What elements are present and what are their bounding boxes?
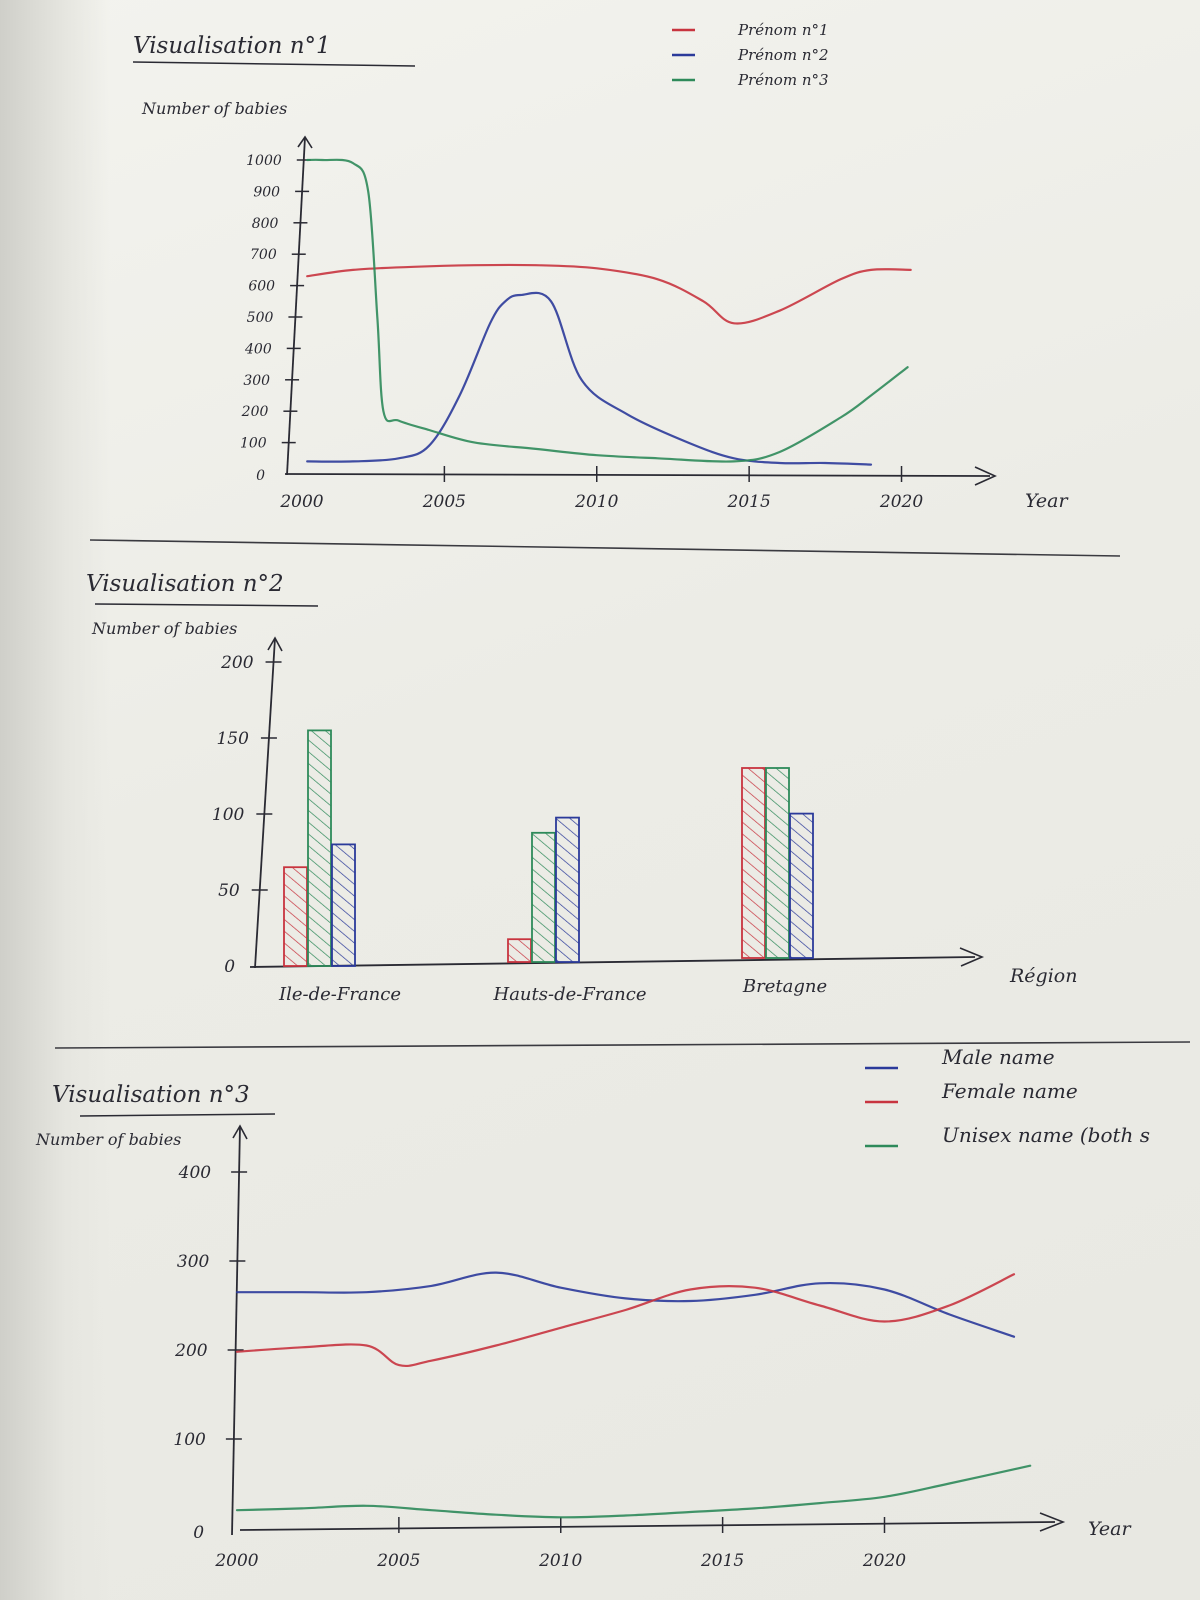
chart-2-ylabel: Number of babies bbox=[91, 619, 237, 638]
separator-2 bbox=[54, 1041, 1191, 1049]
chart-2-bar bbox=[307, 729, 332, 967]
chart-2-title: Visualisation n°2 bbox=[86, 571, 284, 597]
chart-3-y-axis bbox=[231, 1125, 241, 1536]
chart-3-series-line bbox=[235, 1464, 1032, 1519]
chart-2-y-axis bbox=[254, 637, 276, 969]
chart-3-x-arrow bbox=[1039, 1512, 1066, 1532]
chart-3-xtick-label: 2020 bbox=[862, 1551, 906, 1571]
chart-2-title-underline bbox=[94, 603, 319, 607]
chart-1-ytick-label: 500 bbox=[247, 310, 274, 326]
chart-2: Visualisation n°2 Number of babies Régio… bbox=[86, 571, 1077, 1005]
chart-2-ytick-label: 0 bbox=[224, 957, 235, 977]
chart-1-xlabel: Year bbox=[1025, 490, 1069, 512]
chart-2-ytick-label: 50 bbox=[218, 881, 240, 901]
chart-3-ytick-label: 400 bbox=[178, 1163, 212, 1183]
chart-1-ytick-label: 600 bbox=[248, 279, 275, 295]
chart-3: Visualisation n°3 Number of babies Year … bbox=[35, 1045, 1150, 1571]
separator-1 bbox=[89, 539, 1121, 557]
chart-1: Visualisation n°1 Number of babies Year … bbox=[132, 21, 1069, 512]
chart-1-ytick-label: 1000 bbox=[246, 153, 282, 169]
chart-1-series-line bbox=[306, 158, 909, 463]
chart-1-series-line bbox=[306, 291, 873, 466]
chart-1-title: Visualisation n°1 bbox=[133, 33, 331, 59]
chart-3-legend-label: Female name bbox=[941, 1079, 1078, 1103]
chart-2-bar bbox=[789, 812, 814, 959]
chart-2-bar bbox=[741, 767, 766, 959]
chart-3-series-line bbox=[235, 1271, 1016, 1338]
chart-1-y-axis bbox=[286, 136, 306, 476]
chart-1-series-line bbox=[306, 263, 912, 325]
chart-3-xlabel: Year bbox=[1088, 1518, 1132, 1540]
chart-3-xtick-label: 2010 bbox=[538, 1551, 582, 1571]
chart-1-title-underline bbox=[132, 61, 416, 67]
chart-2-category-label: Hauts-de-France bbox=[493, 984, 647, 1005]
chart-1-ytick-label: 400 bbox=[244, 341, 272, 357]
chart-3-xtick-label: 2005 bbox=[376, 1551, 420, 1571]
chart-3-series-line bbox=[235, 1273, 1016, 1368]
chart-2-ytick-label: 150 bbox=[216, 729, 249, 749]
chart-2-x-axis bbox=[249, 956, 976, 968]
chart-2-ytick-label: 200 bbox=[220, 653, 254, 673]
chart-1-ytick-label: 0 bbox=[256, 468, 265, 484]
chart-1-ytick-label: 900 bbox=[253, 184, 280, 200]
chart-1-ytick-label: 100 bbox=[240, 436, 267, 452]
chart-2-bar bbox=[765, 767, 790, 959]
chart-1-ytick-label: 800 bbox=[252, 216, 279, 232]
chart-2-category-label: Bretagne bbox=[742, 976, 827, 997]
chart-2-y-arrow bbox=[267, 636, 283, 652]
chart-3-xtick-label: 2015 bbox=[700, 1551, 744, 1571]
chart-1-x-arrow bbox=[974, 466, 997, 486]
chart-1-xtick-label: 2020 bbox=[879, 492, 923, 512]
chart-2-bar bbox=[507, 938, 532, 963]
chart-3-legend-label: Male name bbox=[941, 1045, 1055, 1069]
chart-1-xtick-label: 2000 bbox=[279, 492, 323, 512]
chart-3-xtick-label: 2000 bbox=[214, 1551, 258, 1571]
chart-1-legend-label: Prénom n°2 bbox=[737, 46, 829, 64]
chart-2-bar bbox=[331, 843, 356, 967]
chart-2-bar bbox=[283, 866, 308, 967]
chart-3-legend-label: Unisex name (both s bbox=[942, 1123, 1150, 1147]
chart-1-y-arrow bbox=[297, 135, 313, 149]
chart-3-ytick-label: 300 bbox=[177, 1252, 210, 1272]
chart-1-legend-label: Prénom n°3 bbox=[737, 71, 829, 89]
chart-1-ytick-label: 200 bbox=[241, 404, 269, 420]
chart-1-x-axis bbox=[284, 473, 991, 477]
chart-1-ylabel: Number of babies bbox=[141, 99, 287, 118]
chart-3-ytick-label: 200 bbox=[174, 1341, 208, 1361]
chart-3-ytick-label: 0 bbox=[193, 1523, 204, 1543]
chart-3-ytick-label: 100 bbox=[173, 1430, 206, 1450]
chart-2-xlabel: Région bbox=[1009, 965, 1077, 987]
chart-1-xtick-label: 2010 bbox=[574, 492, 618, 512]
chart-2-ytick-label: 100 bbox=[212, 805, 245, 825]
chart-3-title: Visualisation n°3 bbox=[52, 1082, 250, 1108]
chart-3-x-axis bbox=[239, 1521, 1056, 1531]
chart-2-x-arrow bbox=[959, 947, 985, 967]
chart-1-xtick-label: 2005 bbox=[422, 492, 466, 512]
chart-3-ylabel: Number of babies bbox=[35, 1130, 181, 1149]
chart-2-bar bbox=[531, 831, 556, 963]
chart-3-y-arrow bbox=[232, 1124, 248, 1140]
chart-1-ytick-label: 300 bbox=[243, 373, 270, 389]
chart-3-title-underline bbox=[79, 1113, 276, 1117]
chart-1-ytick-label: 700 bbox=[250, 247, 277, 263]
chart-1-xtick-label: 2015 bbox=[727, 492, 771, 512]
chart-2-bar bbox=[555, 816, 580, 963]
chart-2-category-label: Ile-de-France bbox=[278, 984, 401, 1005]
chart-1-legend-label: Prénom n°1 bbox=[737, 21, 829, 39]
